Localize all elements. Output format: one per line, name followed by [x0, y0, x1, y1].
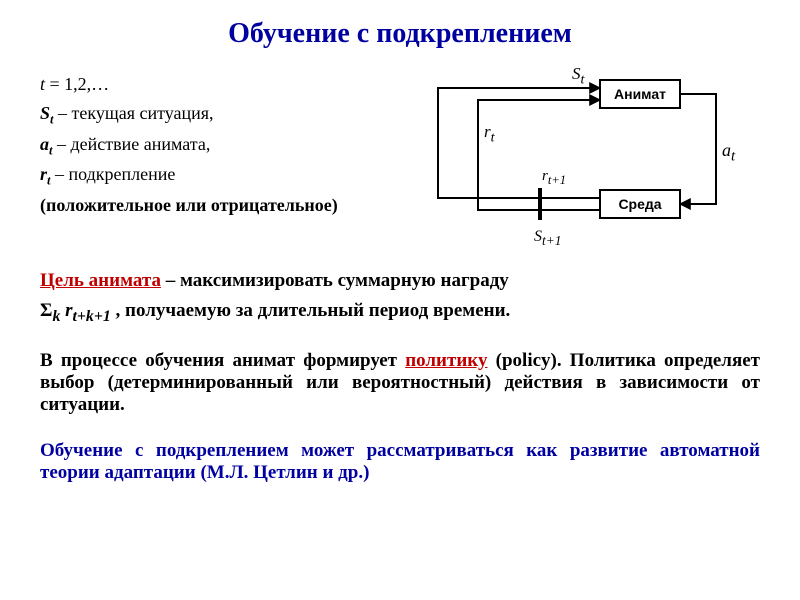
goal-rest-2: , получаемую за длительный период времен…	[111, 300, 511, 321]
def-t: t = 1,2,…	[40, 70, 360, 99]
goal-rest-1: – максимизировать суммарную награду	[161, 270, 509, 291]
def-St: St – текущая ситуация,	[40, 99, 360, 130]
def-rt: rt – подкрепление	[40, 160, 360, 191]
rl-loop-diagram: АниматСредаStrtrt+1atSt+1	[400, 60, 760, 260]
svg-text:Анимат: Анимат	[614, 86, 666, 102]
page-title: Обучение с подкреплением	[0, 0, 800, 50]
def-at: at – действие анимата,	[40, 130, 360, 161]
goal-line-1: Цель анимата – максимизировать суммарную…	[40, 270, 760, 292]
policy-paragraph: В процессе обучения анимат формирует пол…	[40, 350, 760, 416]
policy-keyword: политику	[405, 350, 487, 371]
blue-paragraph: Обучение с подкреплением может рассматри…	[40, 440, 760, 484]
sum-expression: Σk rt+k+1	[40, 300, 111, 321]
goal-line-2: Σk rt+k+1 , получаемую за длительный пер…	[40, 300, 760, 326]
definitions-block: t = 1,2,… St – текущая ситуация, at – де…	[40, 70, 360, 220]
svg-text:Среда: Среда	[618, 196, 661, 212]
text-below: Цель анимата – максимизировать суммарную…	[40, 270, 760, 484]
def-sign: (положительное или отрицательное)	[40, 191, 360, 220]
policy-pre: В процессе обучения анимат формирует	[40, 350, 405, 371]
goal-keyword: Цель анимата	[40, 270, 161, 291]
